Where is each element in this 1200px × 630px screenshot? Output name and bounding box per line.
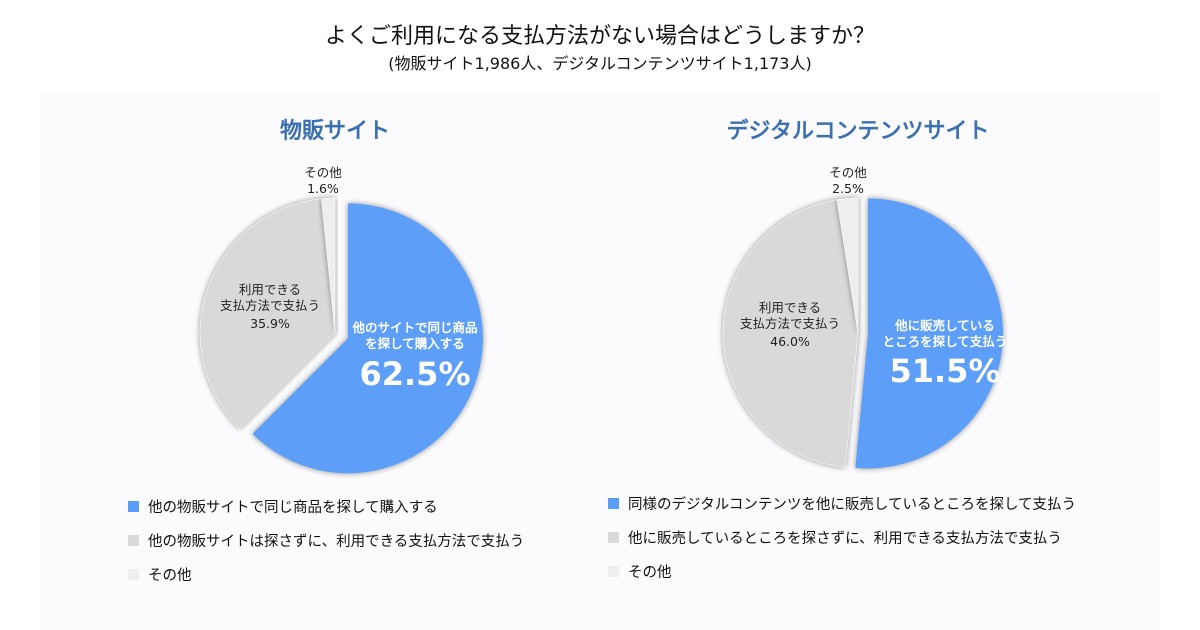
page-title: よくご利用になる支払方法がない場合はどうしますか？ [324,24,875,49]
legend-swatch-gray [608,531,619,543]
chart-2-pie [722,197,1003,469]
slice-3-label-line: その他 [304,165,342,180]
slice-2-percent-label: 35.9% [250,316,290,331]
chart-1-legend: 他の物販サイトで同じ商品を探して購入する 他の物販サイトは探さずに、利用できる支… [128,489,524,591]
legend-swatch-gray [128,534,139,546]
slice-1-percent-label: 51.5% [889,352,1000,390]
slice-1-label-line: 他に販売している [894,318,995,333]
legend-label: 他の物販サイトで同じ商品を探して購入する [148,499,438,516]
slice-1-label-line: ところを探して支払う [883,334,1008,349]
legend-swatch-blue [608,497,619,509]
legend-label: 同様のデジタルコンテンツを他に販売しているところを探して支払う [628,496,1077,513]
slice-3-label-line: その他 [829,165,867,180]
slice-2-label-line: 支払方法で支払う [220,298,320,313]
legend-item: 他に販売しているところを探さずに、利用できる支払方法で支払う [608,520,1076,554]
slice-1-label-line: を探して購入する [365,336,465,351]
pie-slice-1 [855,198,1003,469]
pie-slice-3 [836,197,859,334]
chart-2-labels: 他に販売しているところを探して支払う 51.5% 利用できる支払方法で支払う 46.0… [740,165,1007,390]
legend-item: 他の物販サイトは探さずに、利用できる支払方法で支払う [128,523,524,557]
slice-2-percent-label: 46.0% [770,334,810,349]
legend-swatch-light [128,568,139,580]
legend-item: その他 [128,557,524,591]
slice-3-percent-label: 1.6% [307,181,339,196]
pie-slice-1 [252,203,483,474]
slice-1-label-line: 他のサイトで同じ商品 [351,320,477,335]
pie-slice-3 [321,197,336,334]
legend-item: 同様のデジタルコンテンツを他に販売しているところを探して支払う [608,486,1076,520]
legend-label: その他 [628,564,672,581]
legend-swatch-blue [128,500,139,512]
chart-2-legend: 同様のデジタルコンテンツを他に販売しているところを探して支払う 他に販売している… [608,486,1076,588]
slice-2-label-line: 利用できる [759,300,821,315]
pie-slice-2 [199,198,336,429]
legend-label: 他の物販サイトは探さずに、利用できる支払方法で支払う [148,533,525,550]
chart-2-title: デジタルコンテンツサイト [726,118,989,144]
slice-1-percent-label: 62.5% [359,355,470,393]
legend-swatch-light [608,565,619,577]
slice-3-percent-label: 2.5% [832,181,864,196]
slice-2-label-line: 利用できる [239,282,301,297]
page-subtitle: (物販サイト1,986人、デジタルコンテンツサイト1,173人) [388,54,812,73]
chart-1-pie [199,197,483,474]
legend-label: その他 [148,567,192,584]
legend-item: その他 [608,554,1076,588]
pie-slice-2 [722,199,859,468]
legend-item: 他の物販サイトで同じ商品を探して購入する [128,489,524,523]
legend-label: 他に販売しているところを探さずに、利用できる支払方法で支払う [628,530,1062,547]
chart-1-title: 物販サイト [280,118,390,144]
slice-2-label-line: 支払方法で支払う [740,316,840,331]
